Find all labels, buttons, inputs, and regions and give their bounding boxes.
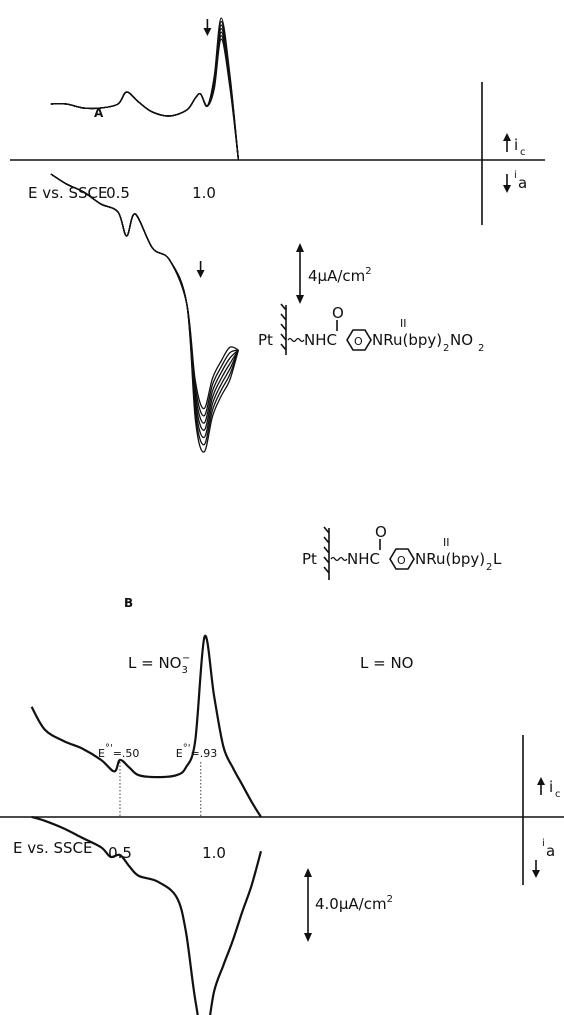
svg-text:Pt: Pt (258, 331, 273, 349)
svg-text:2: 2 (478, 343, 484, 354)
svg-text:c: c (555, 789, 561, 800)
panel-b-scan-line (31, 815, 263, 1015)
formal-potential-marker: E°'=.93 (176, 743, 217, 816)
panel-b-voltammogram (30, 634, 263, 1015)
panel-b-label: B (124, 596, 133, 610)
panel-b-scan-line (30, 634, 262, 818)
formal-potential-marker: E°'=.50 (98, 743, 139, 816)
electrode-hatch-icon (280, 303, 287, 355)
svg-text:II: II (443, 536, 450, 549)
svg-text:NHC: NHC (304, 331, 337, 349)
panel-a-scan-arrow (196, 261, 205, 278)
down-arrow-icon (532, 870, 540, 878)
svg-text:Pt: Pt (302, 550, 317, 568)
panel-b-xlabel: E vs. SSCE (13, 839, 92, 857)
down-arrow-icon (296, 295, 304, 304)
panel-a-voltammograms (50, 17, 240, 453)
panel-a-structure: Pt NHC O O NRu(bpy) II 2 NO 2 (258, 303, 484, 355)
panel-b-x-tick-label: 1.0 (202, 844, 226, 862)
svg-text:O: O (375, 523, 387, 541)
svg-text:c: c (520, 147, 526, 158)
panel-a-scan-line (50, 20, 240, 161)
panel-a-scan-arrow (203, 19, 212, 36)
panel-a-label: A (94, 106, 104, 120)
panel-b-x-tick-label: 0.5 (108, 844, 132, 862)
svg-text:i: i (542, 838, 545, 849)
panel-a-scan-line (50, 173, 239, 410)
up-arrow-icon (537, 777, 545, 785)
svg-text:O: O (332, 304, 344, 322)
scale-bar-label: 4µA/cm2 (308, 266, 372, 285)
scale-bar-label: 4.0µA/cm2 (315, 894, 393, 913)
panel-b-anodic-label: i a (532, 838, 555, 878)
svg-text:E°'=.50: E°'=.50 (98, 743, 139, 760)
panel-a-xlabel: E vs. SSCE (28, 184, 107, 202)
panel-b: B L = NO3− L = NO E vs. SSCE 1.0 0.5 i c… (0, 596, 564, 1015)
svg-text:i: i (514, 170, 517, 181)
down-arrow-icon (304, 933, 312, 942)
panel-a-scan-line (50, 17, 240, 161)
panel-a-scan-line (50, 24, 240, 161)
panel-a: A E vs. SSCE 1.0 0.5 i c i a 4µA/cm2 (10, 17, 545, 453)
pyridine-ring-icon (389, 548, 415, 570)
region-label: L = NO (360, 654, 414, 672)
svg-text:NRu(bpy): NRu(bpy) (372, 331, 442, 349)
panel-a-cathodic-label: i c (503, 133, 526, 158)
svg-text:O: O (354, 335, 363, 348)
svg-text:NO: NO (450, 331, 473, 349)
svg-text:II: II (400, 317, 407, 330)
svg-text:NHC: NHC (347, 550, 380, 568)
svg-text:O: O (397, 554, 406, 567)
linker-wavy-icon (287, 337, 305, 343)
svg-text:2: 2 (486, 562, 492, 573)
panel-b-structure: Pt NHC O O NRu(bpy) II 2 L (302, 523, 502, 580)
svg-text:i: i (549, 778, 553, 796)
svg-text:i: i (514, 136, 518, 154)
up-arrow-icon (296, 243, 304, 252)
region-label: L = NO3− (128, 653, 190, 676)
panel-a-x-tick-label: 1.0 (192, 184, 216, 202)
panel-a-scale-bar: 4µA/cm2 (296, 243, 372, 304)
panel-a-anodic-label: i a (503, 170, 527, 193)
electrode-hatch-icon (323, 526, 330, 580)
up-arrow-icon (304, 868, 312, 877)
panel-a-scan-line (50, 38, 240, 161)
svg-text:L: L (493, 550, 502, 568)
up-arrow-icon (503, 133, 511, 141)
pyridine-ring-icon (346, 329, 372, 351)
linker-wavy-icon (330, 556, 348, 562)
svg-text:E°'=.93: E°'=.93 (176, 743, 217, 760)
panel-a-scan-line (50, 27, 240, 161)
down-arrow-icon (503, 185, 511, 193)
panel-a-x-tick-label: 0.5 (106, 184, 130, 202)
panel-b-scale-bar: 4.0µA/cm2 (304, 868, 393, 942)
panel-b-cathodic-label: i c (537, 777, 561, 800)
svg-text:a: a (546, 842, 555, 860)
svg-text:a: a (518, 174, 527, 192)
svg-text:NRu(bpy): NRu(bpy) (415, 550, 485, 568)
panel-a-scan-line (50, 173, 239, 417)
svg-text:2: 2 (443, 343, 449, 354)
